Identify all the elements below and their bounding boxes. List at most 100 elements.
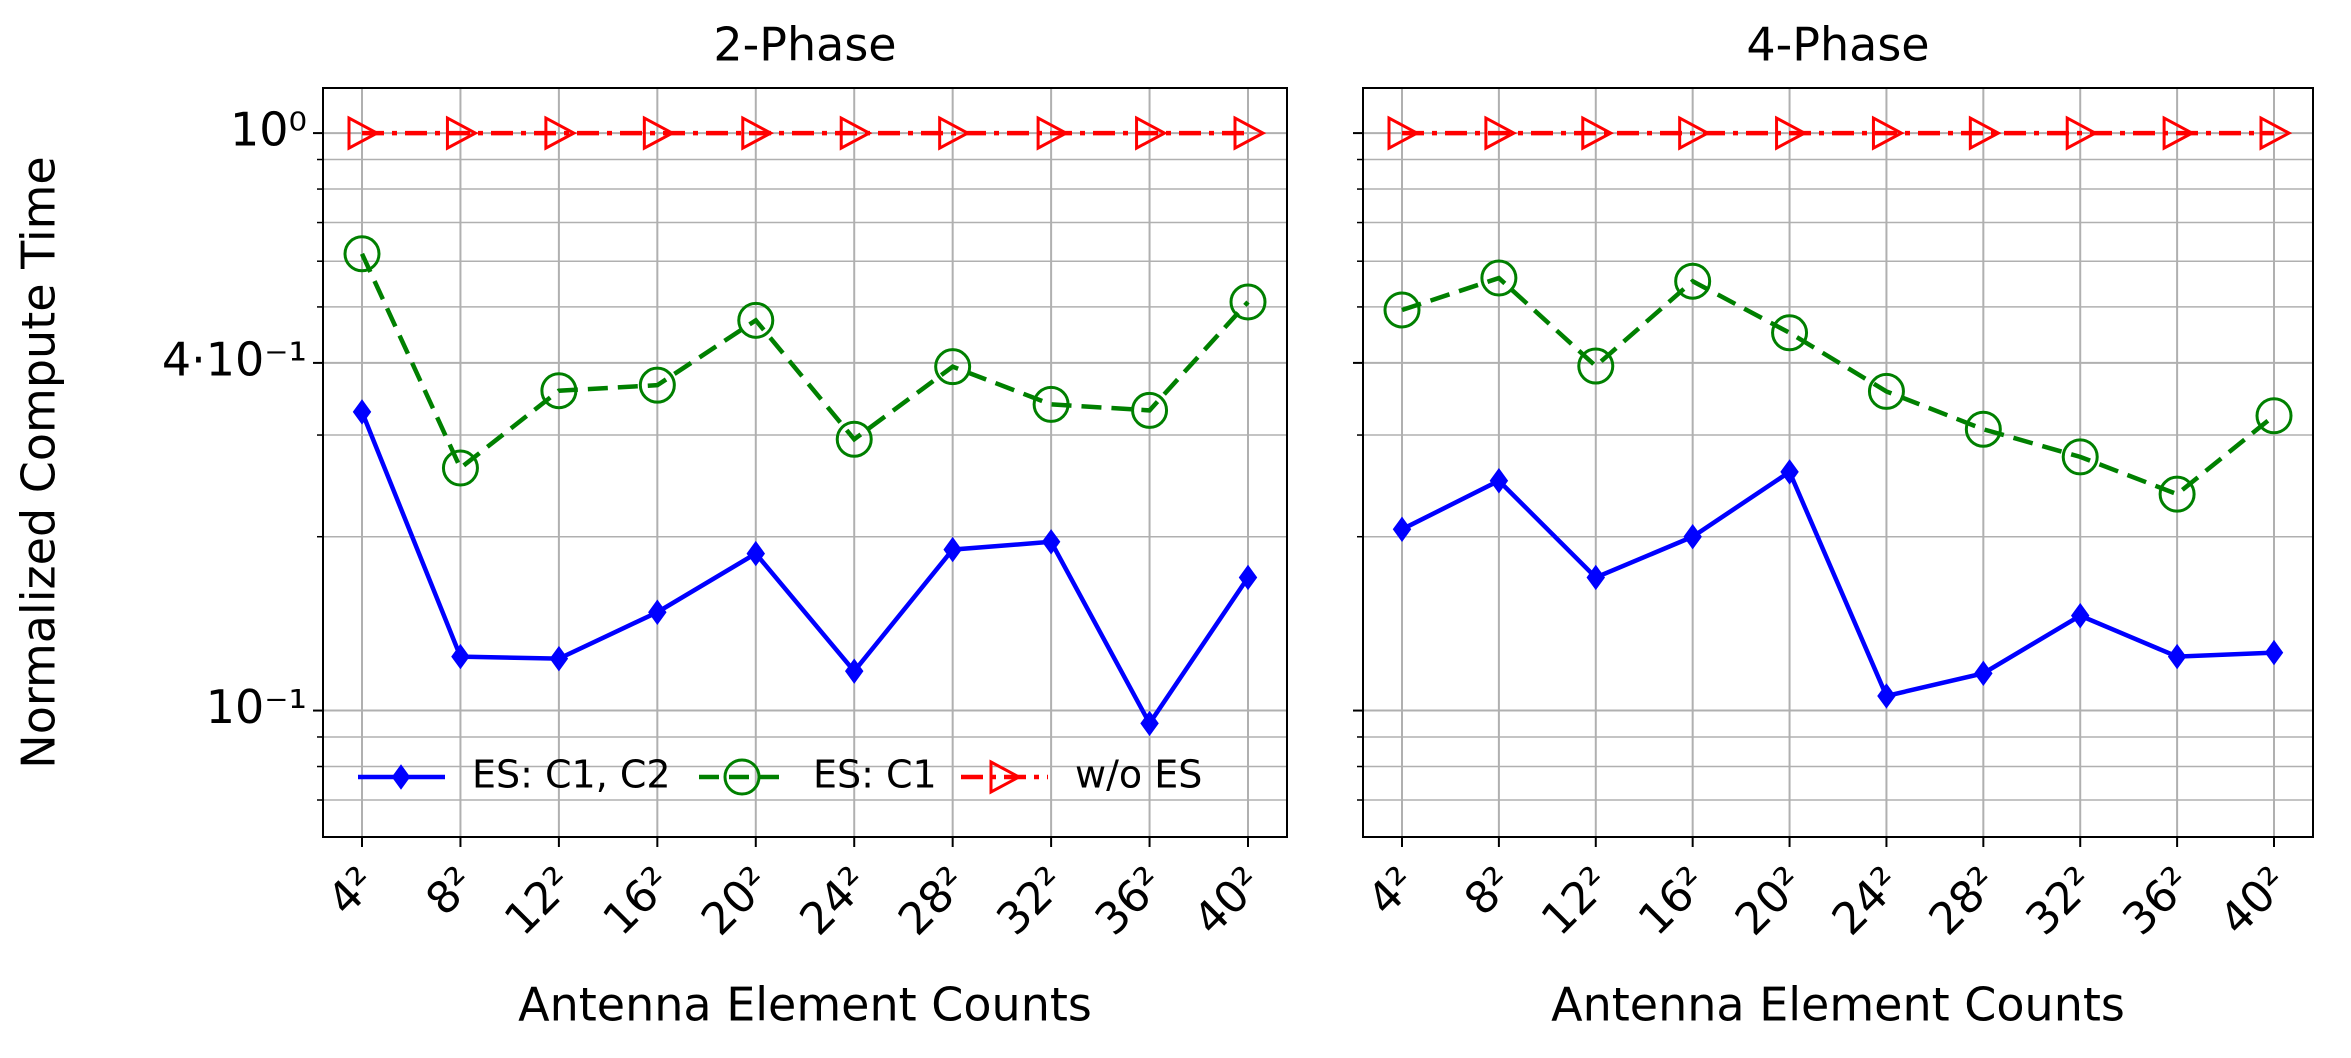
chart-title: 2-Phase <box>713 18 896 72</box>
marker <box>835 420 873 458</box>
marker <box>1387 115 1421 151</box>
legend-label: ES: C1, C2 <box>472 753 671 797</box>
marker <box>648 599 667 625</box>
marker <box>1771 314 1809 352</box>
x-tick-label: 36² <box>1086 857 1174 945</box>
x-axis-label: Antenna Element Counts <box>1551 978 2125 1032</box>
marker <box>1131 391 1169 429</box>
y-tick-label: 4·10⁻¹ <box>162 332 307 386</box>
x-tick-label: 4² <box>1358 857 1426 925</box>
marker <box>737 301 775 339</box>
marker <box>746 540 766 567</box>
marker <box>2167 643 2187 670</box>
marker <box>1383 291 1421 329</box>
x-tick-label: 4² <box>318 857 386 925</box>
y-axis-label: Normalized Compute Time <box>12 156 66 768</box>
x-tick-label: 32² <box>987 857 1075 945</box>
marker <box>1678 115 1711 151</box>
marker <box>642 115 676 151</box>
marker <box>1233 115 1267 151</box>
marker <box>352 399 372 425</box>
x-tick-label: 36² <box>2113 857 2201 945</box>
marker <box>2065 115 2099 151</box>
marker <box>1968 115 2002 151</box>
series-line <box>1401 275 2276 497</box>
series-line <box>1400 468 2275 699</box>
x-tick-label: 28² <box>889 857 977 945</box>
marker <box>451 643 470 670</box>
marker <box>1586 564 1606 591</box>
marker <box>1238 564 1258 591</box>
marker <box>1775 115 1808 151</box>
marker <box>1140 710 1159 737</box>
legend-marker <box>723 758 761 796</box>
x-tick-label: 24² <box>790 857 878 945</box>
x-tick-label: 32² <box>2016 857 2104 945</box>
x-tick-label: 40² <box>2210 857 2298 945</box>
marker <box>943 536 962 563</box>
series-line <box>359 252 1250 472</box>
marker <box>441 449 479 487</box>
marker <box>343 235 381 273</box>
plot-frame <box>1362 87 2314 838</box>
marker <box>1674 262 1712 300</box>
marker <box>1867 372 1905 410</box>
marker <box>2264 639 2284 666</box>
marker <box>347 115 381 151</box>
x-tick-label: 12² <box>1532 857 1620 945</box>
x-tick-label: 20² <box>692 857 780 945</box>
marker <box>2255 397 2293 435</box>
marker <box>1032 385 1070 423</box>
marker <box>1484 115 1518 151</box>
marker <box>1683 524 1702 550</box>
marker <box>2070 602 2090 629</box>
y-tick-label: 10⁻¹ <box>206 680 307 734</box>
legend-label: ES: C1 <box>813 753 937 797</box>
marker <box>2162 115 2196 151</box>
marker <box>1392 516 1412 543</box>
marker <box>1871 115 1905 151</box>
x-tick-label: 16² <box>1629 857 1717 945</box>
legend-label: w/o ES <box>1075 753 1202 797</box>
marker <box>1581 115 1614 151</box>
marker <box>1489 468 1509 494</box>
x-tick-label: 20² <box>1726 857 1814 945</box>
marker <box>1877 683 1896 709</box>
marker <box>1480 259 1518 297</box>
x-tick-label: 12² <box>495 857 583 945</box>
marker <box>938 115 971 151</box>
marker <box>844 658 864 684</box>
legend-marker <box>391 764 411 790</box>
x-tick-label: 28² <box>1919 857 2007 945</box>
x-tick-label: 8² <box>1455 857 1523 925</box>
chart-title: 4-Phase <box>1746 18 1929 72</box>
x-tick-label: 24² <box>1823 857 1911 945</box>
marker <box>839 115 873 151</box>
marker <box>2259 115 2293 151</box>
series-line <box>359 411 1250 728</box>
marker <box>1974 660 1993 687</box>
x-axis-label: Antenna Element Counts <box>518 978 1092 1032</box>
marker <box>934 348 972 386</box>
marker <box>2158 475 2196 513</box>
y-tick-label: 10⁰ <box>230 103 307 157</box>
marker <box>1135 115 1168 151</box>
legend-marker <box>989 759 1023 795</box>
marker <box>549 645 569 672</box>
marker <box>445 115 479 151</box>
marker <box>741 115 774 151</box>
marker <box>1041 529 1061 555</box>
marker <box>1780 459 1799 485</box>
marker <box>1229 283 1267 321</box>
marker <box>2061 438 2099 476</box>
marker <box>638 366 676 404</box>
marker <box>1964 410 2002 448</box>
marker <box>1036 115 1070 151</box>
marker <box>544 115 578 151</box>
x-tick-label: 40² <box>1184 857 1272 945</box>
x-tick-label: 16² <box>593 857 681 945</box>
marker <box>540 372 578 410</box>
plot-frame <box>322 87 1288 838</box>
marker <box>1577 347 1615 385</box>
